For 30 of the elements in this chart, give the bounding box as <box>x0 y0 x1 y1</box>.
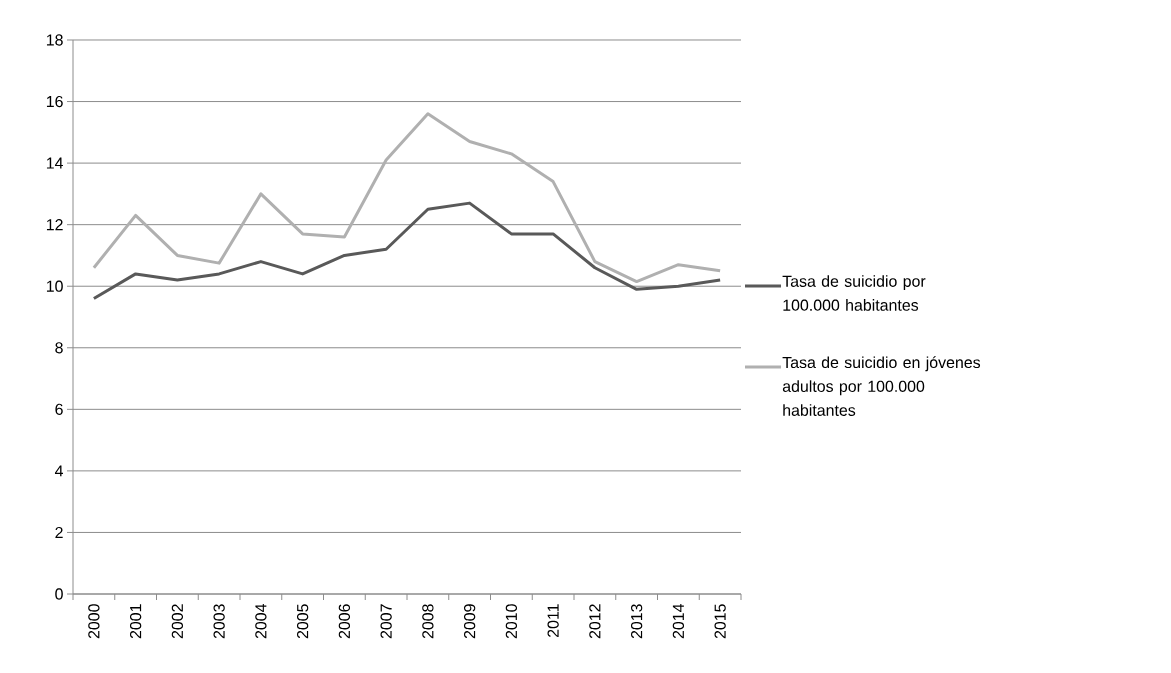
x-tick-label: 2004 <box>255 604 267 639</box>
x-tick-label: 2006 <box>338 604 351 639</box>
y-tick-label: 2 <box>55 526 63 539</box>
x-tick-label: 2007 <box>380 604 392 639</box>
line-series <box>92 112 722 284</box>
y-tick-label: 16 <box>46 95 63 108</box>
x-tick-label: 2001 <box>129 604 142 639</box>
y-tick-label: 18 <box>46 34 63 46</box>
y-tick-label: 6 <box>55 403 63 415</box>
y-tick-label: 12 <box>46 219 63 231</box>
x-tick-label: 2008 <box>422 604 434 639</box>
x-tick-label: 2005 <box>296 604 309 639</box>
x-tick-label: 2014 <box>672 604 685 639</box>
y-tick-label: 4 <box>54 465 63 477</box>
legend-label: Tasa de suicidio por 100.000 habitantes <box>782 275 926 311</box>
x-tick-label: 2000 <box>88 604 100 639</box>
x-tick-label: 2012 <box>589 604 601 639</box>
y-tick-label: 14 <box>46 157 63 169</box>
x-tick-label: 2015 <box>714 604 726 639</box>
legend-label: Tasa de suicidio en jóvenes adultos por 100.000 habitantes <box>782 356 981 416</box>
y-tick-label: 8 <box>55 342 63 354</box>
x-tick-label: 2002 <box>171 604 184 639</box>
x-tick-label: 2003 <box>213 604 225 639</box>
y-tick-label: 0 <box>55 588 63 600</box>
x-tick-label: 2009 <box>463 604 476 639</box>
x-tick-label: 2013 <box>630 604 643 639</box>
x-tick-label: 2010 <box>505 604 518 639</box>
y-tick-label: 10 <box>46 280 63 292</box>
line-series <box>92 201 722 301</box>
x-tick-label: 2011 <box>547 604 559 637</box>
